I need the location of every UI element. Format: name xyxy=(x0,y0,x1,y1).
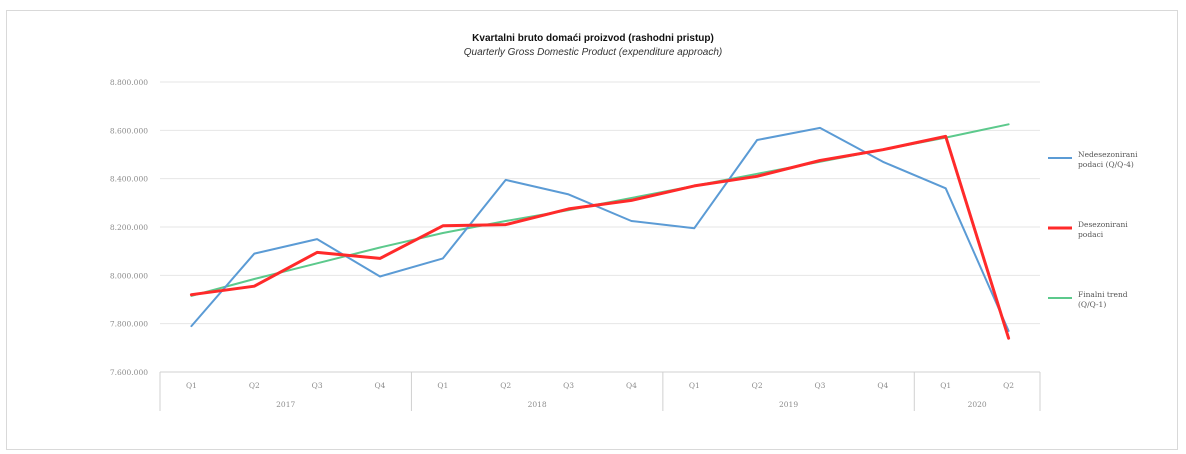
x-tick-label: Q3 xyxy=(312,381,323,390)
x-tick-label: Q1 xyxy=(689,381,700,390)
legend: Nedesezonirani podaci (Q/Q-4) Desezonirani… xyxy=(1048,150,1138,309)
x-tick-label: Q2 xyxy=(500,381,511,390)
legend-label: Nedesezonirani podaci (Q/Q-4) xyxy=(1078,150,1138,169)
x-axis: Q1 Q2 Q3 Q4 Q1 Q2 Q3 Q4 Q1 Q2 Q3 Q4 Q1 Q2 2017 2018 2019… xyxy=(159,371,1041,411)
x-tick-label: Q4 xyxy=(375,381,386,390)
x-tick-label: Q3 xyxy=(815,381,826,390)
y-tick-label: 7.600.000 xyxy=(110,368,148,377)
legend-label: Finalni trend (Q/Q-1) xyxy=(1078,290,1128,309)
series-lines xyxy=(189,123,1011,340)
x-tick-label: Q1 xyxy=(186,381,197,390)
x-tick-label: Q2 xyxy=(752,381,763,390)
x-tick-label: Q3 xyxy=(563,381,574,390)
x-group-label: 2017 xyxy=(276,400,295,409)
y-axis: 7.600.000 7.800.000 8.000.000 8.200.000 8.40… xyxy=(110,78,148,377)
series-line xyxy=(189,134,1011,340)
y-tick-label: 8.600.000 xyxy=(110,126,148,135)
x-group-label: 2020 xyxy=(968,400,987,409)
x-group-label: 2018 xyxy=(528,400,547,409)
y-tick-label: 8.800.000 xyxy=(110,78,148,87)
chart-subtitle: Quarterly Gross Domestic Product (expend… xyxy=(463,47,723,58)
y-tick-label: 8.000.000 xyxy=(110,271,148,280)
x-tick-label: Q4 xyxy=(626,381,637,390)
x-tick-label: Q2 xyxy=(1003,381,1014,390)
x-group-label: 2019 xyxy=(779,400,798,409)
x-tick-label: Q1 xyxy=(940,381,951,390)
y-tick-label: 7.800.000 xyxy=(110,320,148,329)
chart-title: Kvartalni bruto domaći proizvod (rashodn… xyxy=(472,33,714,44)
x-tick-label: Q1 xyxy=(437,381,448,390)
chart-frame xyxy=(6,10,1178,450)
y-tick-label: 8.400.000 xyxy=(110,175,148,184)
x-tick-label: Q4 xyxy=(877,381,888,390)
gridlines xyxy=(160,81,1040,373)
x-tick-label: Q2 xyxy=(249,381,260,390)
series-line xyxy=(190,126,1010,332)
legend-label: Desezonirani podaci xyxy=(1078,220,1128,239)
y-tick-label: 8.200.000 xyxy=(110,223,148,232)
